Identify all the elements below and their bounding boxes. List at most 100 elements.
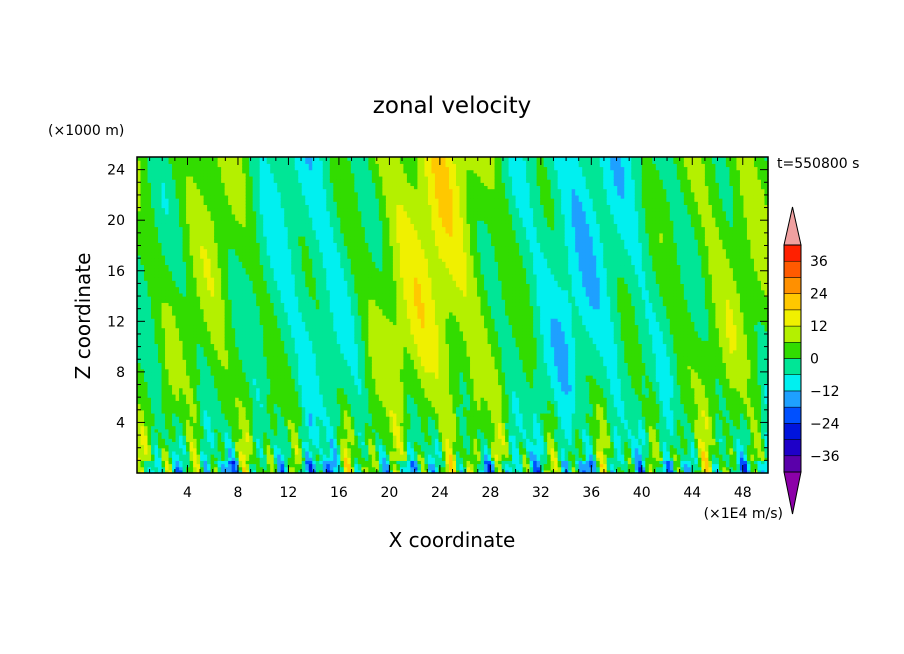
field-cell	[147, 403, 152, 408]
field-cell	[172, 371, 177, 376]
field-cell	[200, 163, 205, 168]
field-cell	[200, 406, 205, 411]
field-cell	[161, 390, 166, 395]
field-cell	[179, 435, 184, 439]
field-cell	[231, 447, 236, 452]
field-cell	[231, 412, 236, 417]
field-cell	[221, 245, 226, 250]
field-cell	[228, 201, 233, 205]
field-cell	[151, 261, 156, 266]
field-cell	[172, 340, 177, 345]
field-cell	[154, 191, 159, 196]
field-cell	[161, 179, 166, 183]
field-cell	[147, 273, 152, 278]
field-cell	[137, 283, 142, 288]
field-cell	[147, 394, 152, 398]
field-cell	[207, 438, 212, 442]
field-cell	[221, 381, 226, 386]
field-cell	[140, 359, 145, 363]
field-cell	[203, 223, 208, 228]
field-cell	[203, 217, 208, 221]
field-cell	[207, 229, 212, 234]
field-cell	[210, 416, 215, 420]
field-cell	[161, 406, 166, 411]
field-cell	[168, 194, 173, 199]
field-cell	[151, 394, 156, 398]
field-cell	[182, 352, 187, 357]
field-cell	[172, 289, 177, 294]
field-cell	[175, 454, 180, 458]
field-cell	[200, 365, 205, 370]
field-cell	[168, 302, 173, 307]
field-cell	[154, 179, 159, 183]
field-cell	[196, 340, 201, 345]
field-cell	[175, 204, 180, 209]
field-cell	[137, 289, 142, 294]
field-cell	[231, 441, 236, 446]
field-cell	[228, 463, 233, 468]
field-cell	[221, 428, 226, 433]
field-cell	[179, 384, 184, 389]
field-cell	[168, 403, 173, 408]
field-cell	[172, 365, 177, 370]
field-cell	[154, 318, 159, 322]
field-cell	[228, 466, 233, 471]
field-cell	[228, 163, 233, 168]
field-cell	[175, 207, 180, 212]
field-cell	[196, 172, 201, 177]
field-cell	[221, 387, 226, 392]
field-cell	[196, 337, 201, 341]
field-cell	[144, 264, 149, 269]
field-cell	[186, 157, 191, 161]
field-cell	[172, 394, 177, 398]
field-cell	[172, 375, 177, 379]
field-cell	[217, 356, 222, 360]
field-cell	[168, 207, 173, 212]
field-cell	[186, 175, 191, 180]
field-cell	[200, 289, 205, 294]
field-cell	[196, 425, 201, 430]
field-cell	[210, 236, 215, 240]
field-cell	[207, 157, 212, 161]
field-cell	[179, 175, 184, 180]
field-cell	[144, 172, 149, 177]
field-cell	[207, 349, 212, 354]
field-cell	[158, 419, 163, 424]
field-cell	[151, 188, 156, 193]
field-cell	[172, 333, 177, 338]
field-cell	[210, 305, 215, 310]
field-cell	[214, 277, 219, 281]
field-cell	[161, 333, 166, 338]
field-cell	[168, 157, 173, 161]
field-cell	[186, 352, 191, 357]
field-cell	[161, 412, 166, 417]
field-cell	[214, 346, 219, 351]
field-cell	[186, 362, 191, 367]
field-cell	[151, 251, 156, 256]
field-cell	[193, 371, 198, 376]
field-cell	[168, 333, 173, 338]
field-cell	[158, 163, 163, 168]
field-cell	[203, 160, 208, 164]
field-cell	[158, 296, 163, 300]
field-cell	[231, 428, 236, 433]
field-cell	[203, 416, 208, 420]
field-cell	[224, 286, 229, 291]
field-cell	[193, 403, 198, 408]
field-cell	[144, 466, 149, 471]
field-cell	[158, 239, 163, 243]
field-cell	[193, 283, 198, 288]
field-cell	[224, 333, 229, 338]
field-cell	[151, 450, 156, 455]
field-cell	[137, 321, 142, 326]
field-cell	[179, 163, 184, 168]
field-cell	[165, 324, 170, 329]
field-cell	[217, 292, 222, 297]
field-cell	[228, 422, 233, 427]
field-cell	[161, 435, 166, 439]
field-cell	[217, 450, 222, 455]
field-cell	[210, 239, 215, 243]
field-cell	[179, 409, 184, 414]
field-cell	[186, 245, 191, 250]
field-cell	[231, 381, 236, 386]
